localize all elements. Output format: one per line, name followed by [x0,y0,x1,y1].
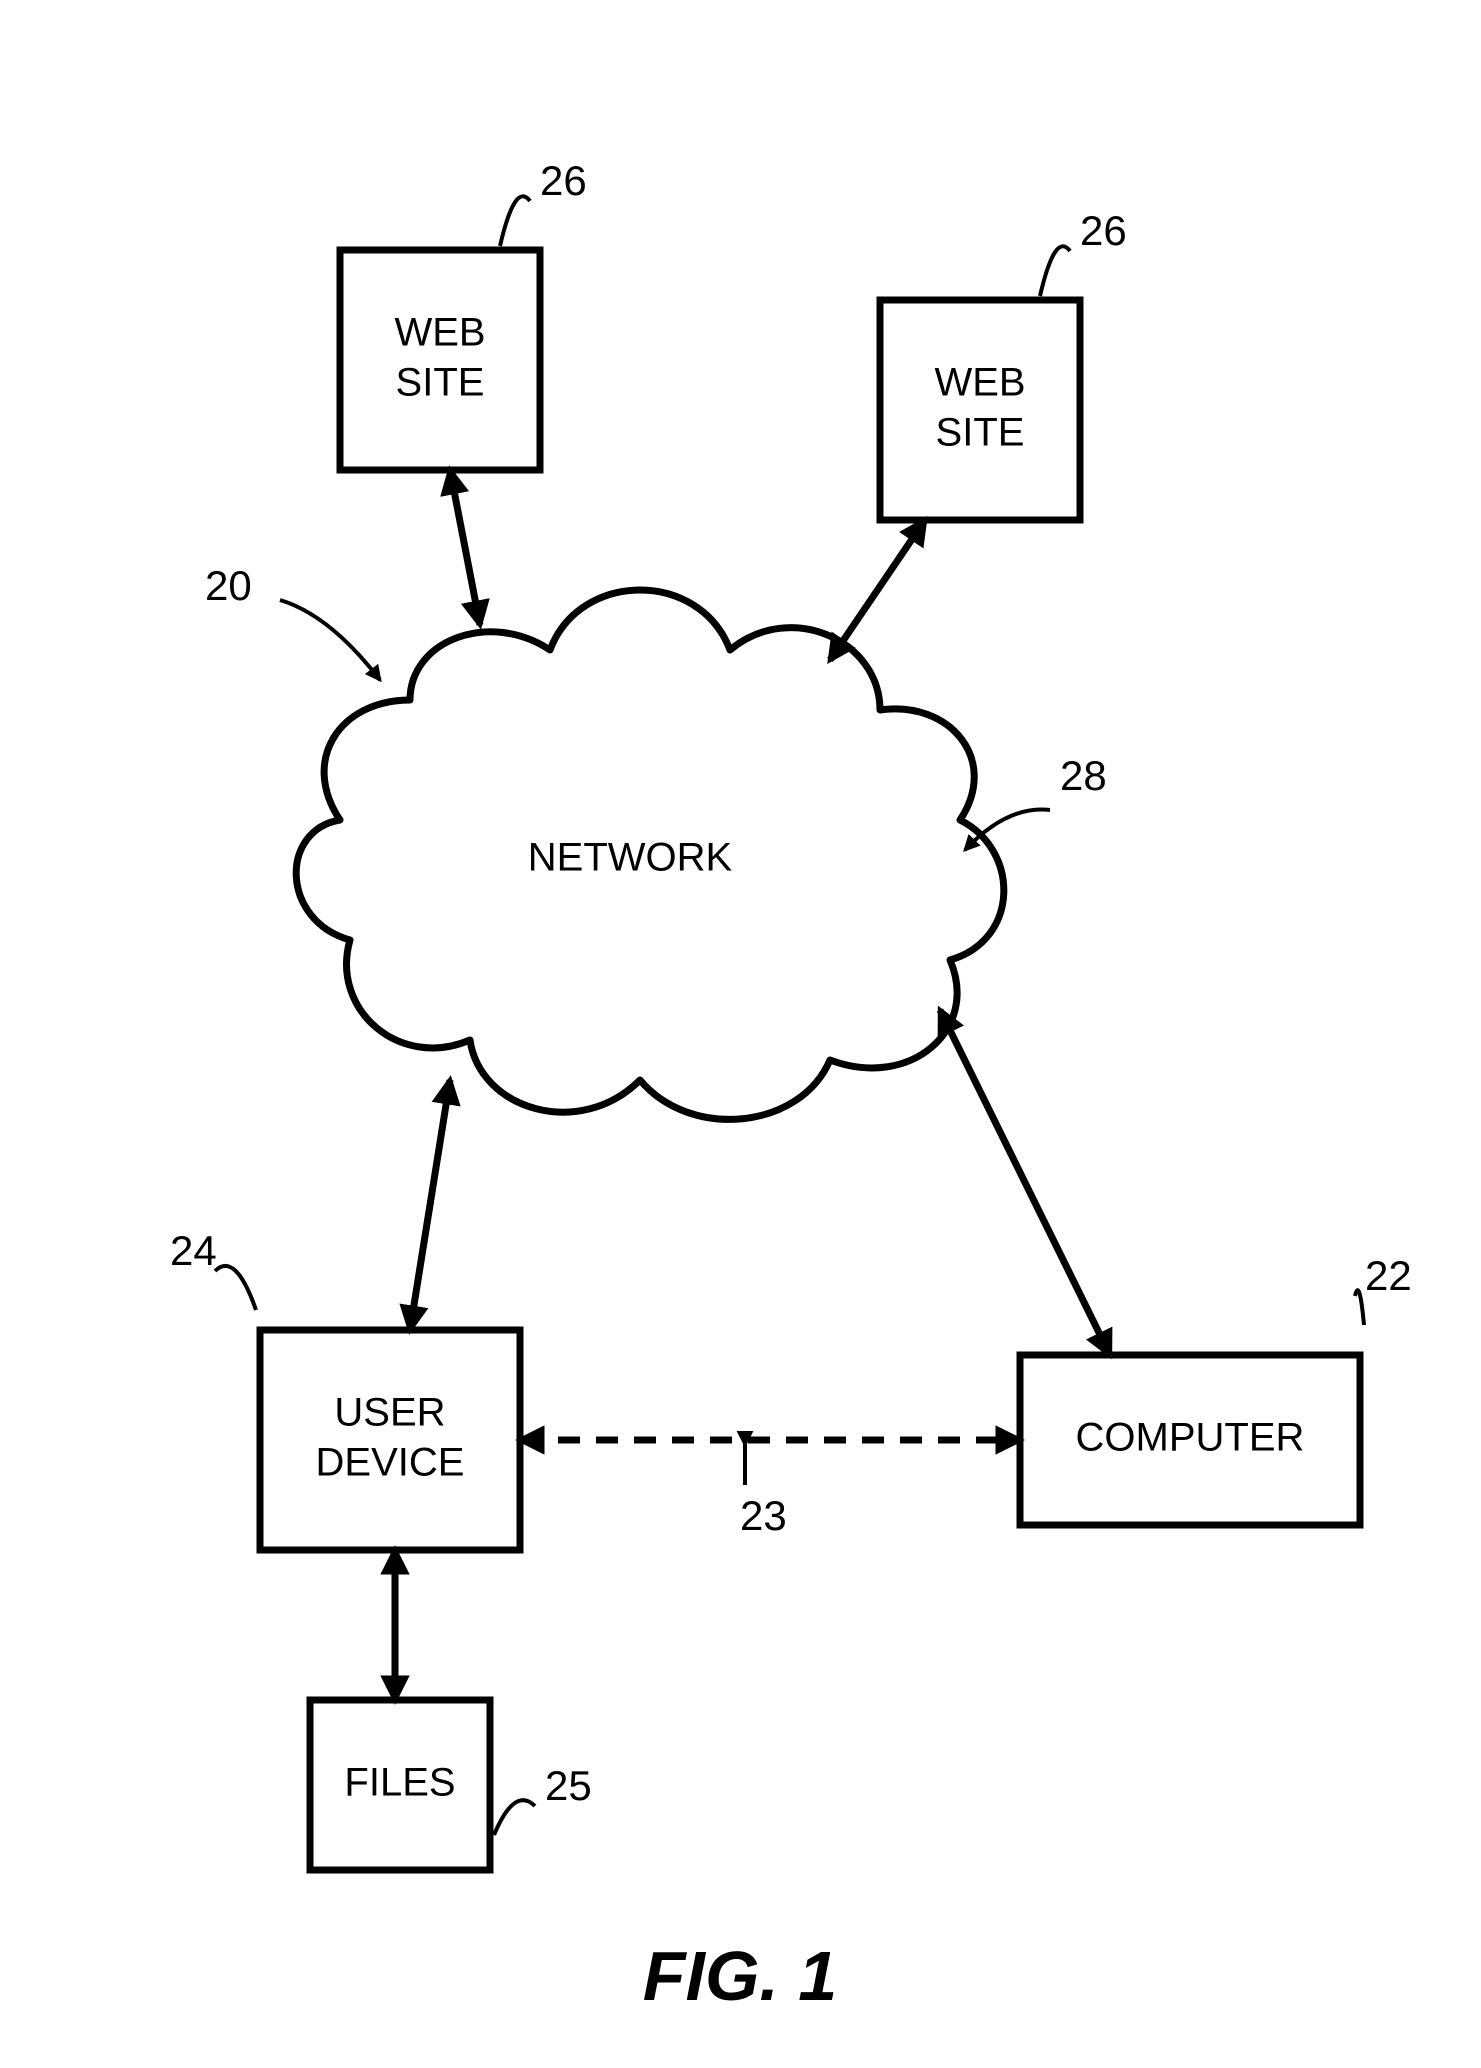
ref-network: 28 [965,752,1107,850]
connection-1 [830,520,925,660]
files-label-0: FILES [344,1761,455,1805]
website_right-label-1: SITE [936,411,1025,455]
user_device-label-0: USER [334,1391,445,1435]
ref-system-num: 20 [205,562,252,609]
network-cloud: NETWORK [296,590,1004,1119]
user_device-ref: 24 [170,1227,217,1274]
files-ref: 25 [545,1762,592,1809]
website_right-label-0: WEB [934,361,1025,405]
ref-link23-num: 23 [740,1492,787,1539]
connection-2 [410,1080,450,1330]
website_left-node: WEB SITE 26 [340,157,587,470]
user_device-node: USER DEVICE 24 [170,1227,520,1550]
website_right-ref: 26 [1080,207,1127,254]
website_left-label-1: SITE [396,361,485,405]
figure-caption: FIG. 1 [643,1937,837,2015]
website_right-node: WEB SITE 26 [880,207,1127,520]
user_device-label-1: DEVICE [316,1441,465,1485]
website_left-label-0: WEB [394,311,485,355]
ref-link23: 23 [740,1445,787,1540]
ref-system: 20 [205,562,380,680]
connection-3 [940,1010,1110,1355]
computer-label-0: COMPUTER [1076,1416,1305,1460]
connection-0 [450,470,480,625]
computer-ref: 22 [1365,1252,1412,1299]
files-node: FILES 25 [310,1700,592,1870]
network-label: NETWORK [528,836,733,880]
ref-network-num: 28 [1060,752,1107,799]
website_left-ref: 26 [540,157,587,204]
